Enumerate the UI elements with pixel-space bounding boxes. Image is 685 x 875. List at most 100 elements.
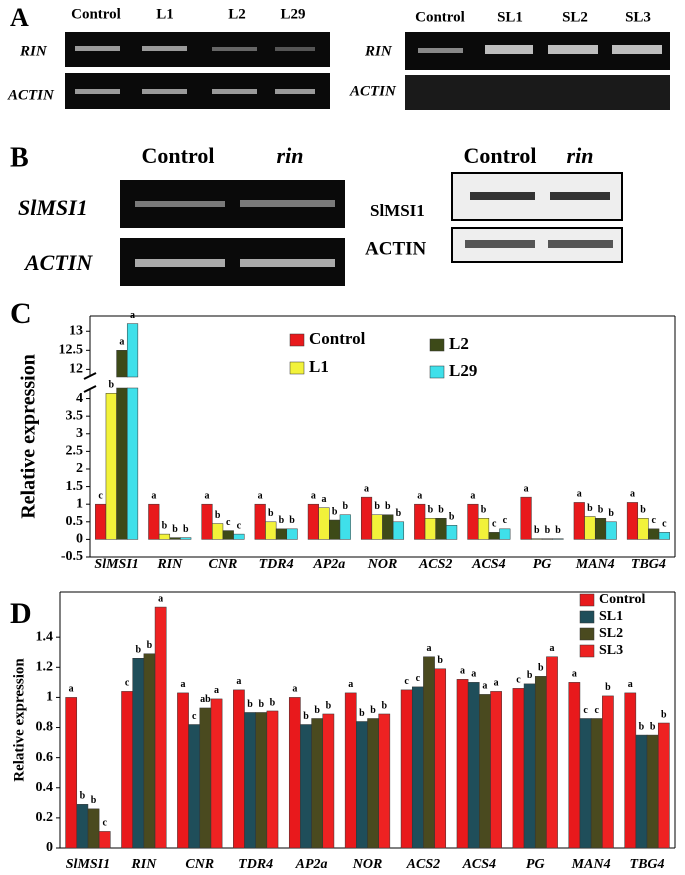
significance-letter: c	[416, 673, 421, 684]
y-tick-label: 1.4	[36, 629, 54, 644]
y-tick-label: 0.6	[36, 750, 54, 765]
significance-letter: a	[427, 643, 432, 654]
panel-label: B	[10, 142, 29, 173]
x-tick-label: CNR	[209, 557, 238, 572]
significance-letter: b	[374, 501, 380, 512]
significance-letter: c	[237, 520, 242, 531]
lane-label: L29	[280, 6, 305, 22]
x-tick-label: ACS2	[418, 557, 452, 572]
bar	[222, 530, 234, 540]
significance-letter: c	[125, 678, 130, 689]
bar	[414, 503, 426, 540]
y-tick-label: 1	[46, 690, 53, 705]
bar	[356, 721, 368, 849]
bar	[490, 691, 502, 849]
significance-letter: ab	[200, 694, 211, 705]
significance-letter: a	[572, 669, 577, 680]
panel-label: A	[10, 3, 29, 32]
lane-label: L2	[228, 6, 246, 22]
bar	[434, 668, 447, 849]
significance-letter: c	[583, 705, 588, 716]
row-label: RIN	[19, 43, 48, 59]
legend-swatch	[289, 361, 305, 375]
significance-letter: a	[130, 310, 135, 321]
bar	[344, 692, 357, 849]
y-tick-label: 3.5	[66, 408, 84, 423]
significance-letter: b	[396, 508, 402, 519]
legend-swatch	[429, 365, 445, 379]
bar	[435, 518, 447, 540]
bar	[411, 686, 424, 849]
significance-letter: b	[385, 501, 391, 512]
bar	[541, 538, 553, 540]
lane-label: L1	[156, 6, 174, 22]
x-tick-label: ACS2	[406, 857, 440, 872]
legend-label: L2	[449, 334, 469, 353]
bar	[311, 718, 324, 849]
significance-letter: b	[538, 663, 544, 674]
significance-letter: a	[482, 681, 487, 692]
significance-letter: a	[364, 483, 369, 494]
bar	[201, 503, 213, 540]
bar	[446, 525, 458, 540]
x-tick-label: ACS4	[471, 557, 505, 572]
lane-label: SL2	[562, 9, 588, 25]
bar	[512, 688, 525, 849]
significance-letter: b	[527, 670, 533, 681]
bar	[116, 387, 128, 540]
lane-label: Control	[142, 143, 215, 168]
bar	[378, 713, 391, 849]
bar	[95, 503, 107, 540]
bar	[520, 496, 532, 540]
significance-letter: a	[69, 684, 74, 695]
significance-letter: b	[215, 510, 221, 521]
x-tick-label: MAN4	[575, 557, 615, 572]
lane-label: Control	[71, 6, 121, 22]
bar	[233, 689, 245, 849]
bar	[367, 718, 379, 849]
significance-letter: b	[342, 501, 348, 512]
bar	[188, 724, 201, 849]
significance-letter: a	[628, 679, 633, 690]
bar	[233, 533, 245, 540]
x-tick-label: SlMSI1	[94, 557, 138, 572]
significance-letter: b	[314, 705, 320, 716]
significance-letter: b	[555, 525, 561, 536]
y-tick-label: 0.2	[36, 810, 54, 825]
significance-letter: a	[214, 685, 219, 696]
significance-letter: b	[258, 699, 264, 710]
y-tick-label: 0	[46, 840, 53, 855]
bar	[400, 689, 413, 849]
row-label: ACTIN	[365, 238, 427, 259]
lane-label: rin	[277, 143, 304, 168]
significance-letter: b	[437, 655, 443, 666]
significance-letter: a	[151, 490, 156, 501]
bar	[534, 676, 547, 849]
significance-letter: a	[577, 489, 582, 500]
significance-letter: b	[268, 508, 274, 519]
bar	[579, 718, 592, 849]
panel-label: C	[10, 297, 32, 330]
bar	[177, 692, 189, 849]
x-tick-label: TDR4	[259, 557, 294, 572]
x-tick-label: CNR	[185, 857, 214, 872]
y-tick-label: 13	[69, 323, 83, 338]
x-tick-label: TBG4	[630, 857, 665, 872]
x-tick-label: TBG4	[631, 557, 666, 572]
bar	[76, 804, 89, 849]
bar	[456, 679, 469, 849]
significance-letter: b	[587, 503, 593, 514]
significance-letter: b	[279, 515, 285, 526]
y-axis-title: Relative expression	[18, 354, 40, 519]
gel	[405, 75, 670, 110]
significance-letter: b	[326, 700, 332, 711]
bar	[605, 521, 617, 540]
significance-letter: b	[80, 791, 86, 802]
y-tick-label: 1	[76, 496, 83, 511]
bar	[590, 718, 603, 849]
bar	[210, 698, 223, 849]
significance-letter: a	[205, 490, 210, 501]
x-tick-label: NOR	[352, 857, 383, 872]
row-label: RIN	[364, 43, 393, 59]
